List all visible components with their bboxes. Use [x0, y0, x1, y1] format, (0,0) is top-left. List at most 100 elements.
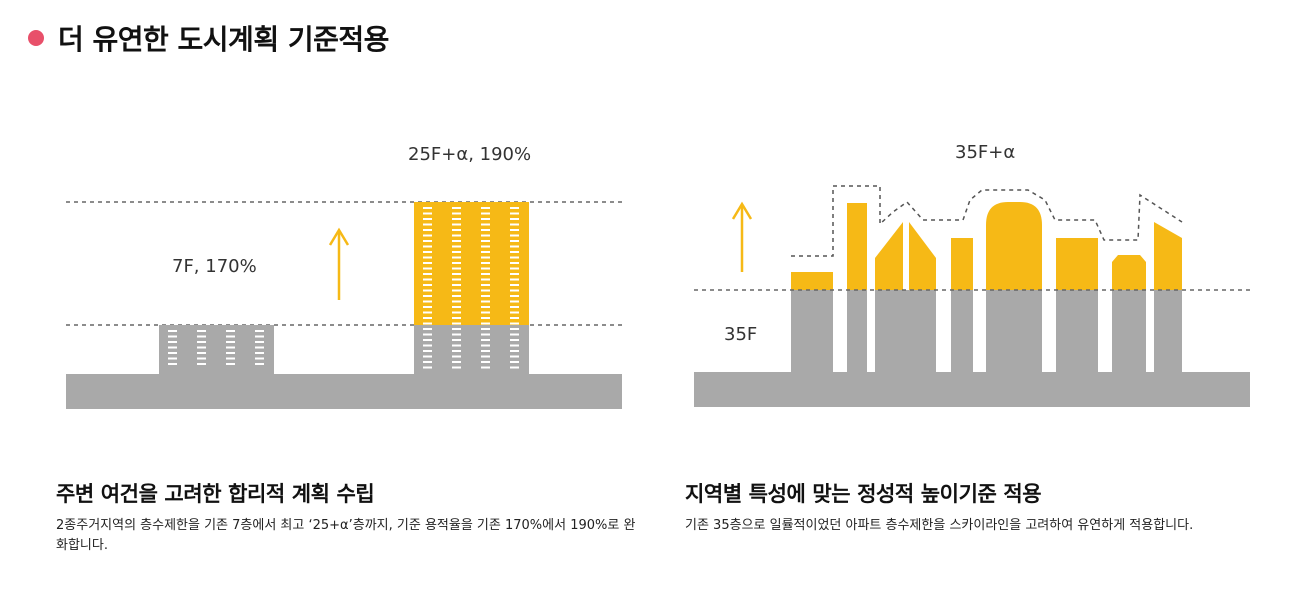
window-mark [481, 306, 490, 308]
label-limit: 35F [724, 324, 757, 345]
window-mark [197, 335, 206, 338]
window-mark [452, 229, 461, 231]
left-diagram: 7F, 170% 25F+α, 190% [0, 120, 650, 420]
window-mark [481, 322, 490, 325]
window-mark [452, 256, 461, 259]
window-mark [452, 240, 461, 242]
window-mark [510, 311, 519, 314]
window-mark [481, 273, 490, 275]
window-mark [255, 363, 264, 365]
window-mark [452, 245, 461, 248]
window-mark [452, 273, 461, 275]
window-mark [197, 357, 206, 360]
window-mark [452, 278, 461, 281]
window-mark [452, 350, 461, 352]
increase-arrow-icon [731, 201, 753, 272]
window-mark [481, 207, 490, 209]
window-mark [481, 212, 490, 215]
window-mark [452, 207, 461, 209]
window-mark [423, 218, 432, 220]
window-mark [452, 355, 461, 358]
window-mark [452, 262, 461, 264]
window-mark [510, 218, 519, 220]
window-mark [510, 229, 519, 231]
right-diagram: 35F+α 35F [650, 120, 1309, 420]
window-mark [423, 212, 432, 215]
window-mark [423, 245, 432, 248]
window-mark [510, 240, 519, 242]
window-mark [452, 251, 461, 253]
window-mark [423, 295, 432, 297]
window-mark [481, 284, 490, 286]
left-diagram-svg: 7F, 170% 25F+α, 190% [66, 144, 622, 409]
low-building-windows [168, 330, 264, 365]
window-mark [452, 317, 461, 319]
right-caption-title: 지역별 특성에 맞는 정성적 높이기준 적용 [685, 482, 1042, 506]
window-mark [452, 234, 461, 237]
ground-base [66, 374, 622, 409]
window-mark [481, 267, 490, 270]
tall-building-windows [423, 207, 519, 369]
window-mark [197, 341, 206, 343]
window-mark [423, 234, 432, 237]
window-mark [168, 335, 177, 338]
window-mark [226, 330, 235, 332]
window-mark [481, 333, 490, 336]
window-mark [226, 352, 235, 354]
window-mark [423, 355, 432, 358]
window-mark [510, 300, 519, 303]
tall-building-upper [414, 202, 529, 325]
window-mark [423, 328, 432, 330]
window-mark [510, 207, 519, 209]
window-mark [481, 218, 490, 220]
window-mark [423, 207, 432, 209]
window-mark [226, 357, 235, 360]
window-mark [226, 363, 235, 365]
window-mark [510, 262, 519, 264]
window-mark [423, 289, 432, 292]
window-mark [197, 330, 206, 332]
window-mark [510, 234, 519, 237]
window-mark [510, 284, 519, 286]
window-mark [481, 289, 490, 292]
window-mark [510, 366, 519, 369]
window-mark [423, 284, 432, 286]
window-mark [510, 251, 519, 253]
window-mark [452, 289, 461, 292]
window-mark [255, 341, 264, 343]
window-mark [510, 278, 519, 281]
right-diagram-svg: 35F+α 35F [694, 142, 1250, 407]
window-mark [423, 223, 432, 226]
buildings-lower [791, 290, 1182, 373]
window-mark [423, 344, 432, 347]
window-mark [423, 361, 432, 363]
window-mark [510, 350, 519, 352]
window-mark [481, 366, 490, 369]
window-mark [255, 335, 264, 338]
window-mark [481, 355, 490, 358]
window-mark [452, 366, 461, 369]
window-mark [481, 245, 490, 248]
page-title: 더 유연한 도시계획 기준적용 [58, 23, 389, 56]
window-mark [168, 341, 177, 343]
window-mark [481, 344, 490, 347]
window-mark [423, 267, 432, 270]
window-mark [168, 357, 177, 360]
window-mark [255, 352, 264, 354]
window-mark [481, 240, 490, 242]
window-mark [226, 346, 235, 349]
window-mark [452, 295, 461, 297]
window-mark [452, 267, 461, 270]
window-mark [452, 322, 461, 325]
low-building [159, 325, 274, 375]
accent-dot-icon [28, 30, 44, 46]
right-caption-body: 기존 35층으로 일률적이었던 아파트 층수제한을 스카이라인을 고려하여 유연… [685, 518, 1194, 533]
window-mark [255, 346, 264, 349]
window-mark [452, 328, 461, 330]
window-mark [452, 306, 461, 308]
window-mark [481, 317, 490, 319]
window-mark [452, 361, 461, 363]
window-mark [423, 300, 432, 303]
window-mark [481, 223, 490, 226]
window-mark [481, 251, 490, 253]
